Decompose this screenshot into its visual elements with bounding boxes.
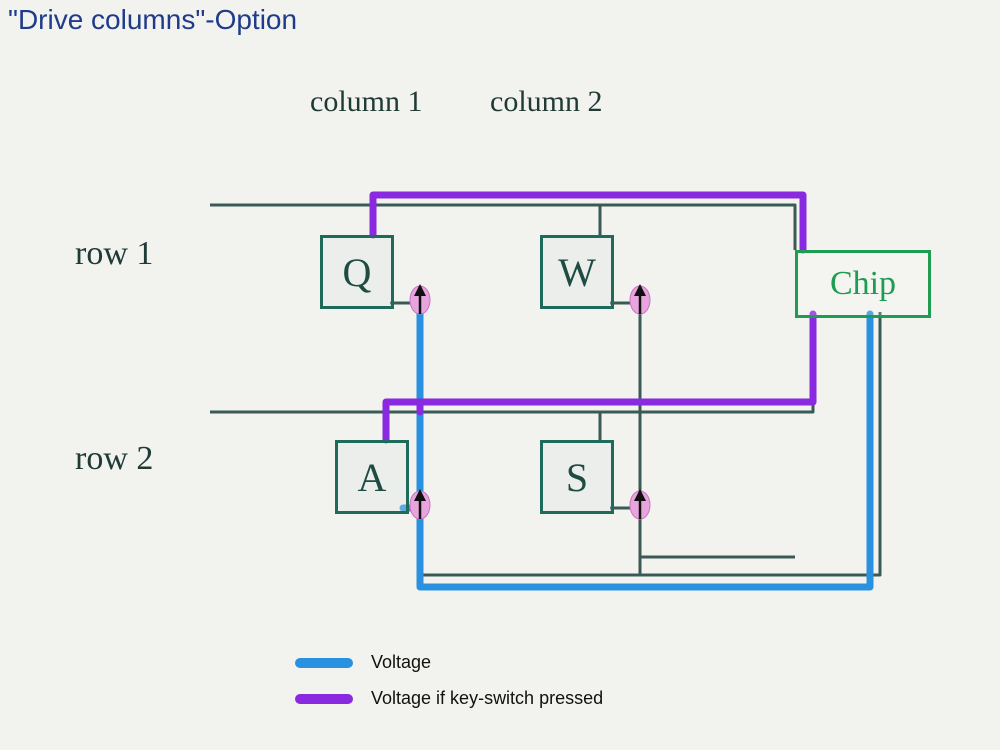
row1-label: row 1: [75, 235, 153, 273]
key-w: W: [540, 235, 614, 309]
key-s: S: [540, 440, 614, 514]
legend-voltage-label: Voltage: [371, 652, 431, 673]
legend-voltage-swatch: [295, 658, 353, 668]
page-title: "Drive columns"-Option: [8, 4, 297, 36]
col1-label: column 1: [310, 85, 423, 119]
col2-label: column 2: [490, 85, 603, 119]
key-q: Q: [320, 235, 394, 309]
row2-label: row 2: [75, 440, 153, 478]
legend-pressed-swatch: [295, 694, 353, 704]
legend-pressed-label: Voltage if key-switch pressed: [371, 688, 603, 709]
legend-voltage: Voltage: [295, 652, 431, 673]
legend-voltage-pressed: Voltage if key-switch pressed: [295, 688, 603, 709]
chip-box: Chip: [795, 250, 931, 318]
key-a: A: [335, 440, 409, 514]
